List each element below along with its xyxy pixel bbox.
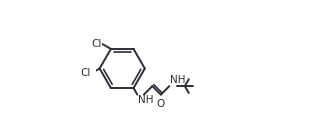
Text: Cl: Cl	[92, 39, 102, 49]
Text: NH: NH	[137, 95, 153, 105]
Text: NH: NH	[170, 75, 185, 85]
Text: O: O	[156, 99, 164, 109]
Text: Cl: Cl	[80, 68, 91, 78]
